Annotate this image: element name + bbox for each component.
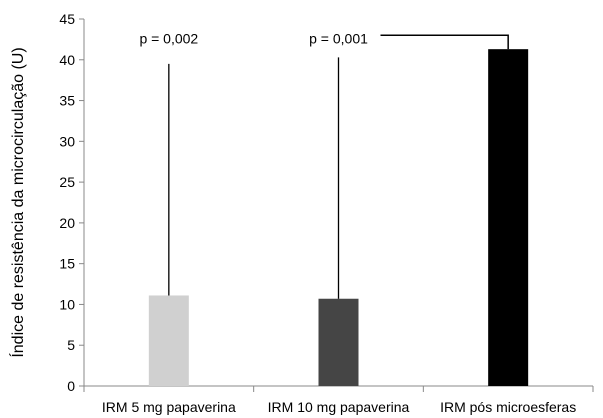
y-axis-label: Índice de resistência da microcirculação…: [8, 47, 27, 357]
error-bars: [168, 57, 340, 299]
y-tick-label: 5: [67, 337, 75, 353]
y-tick-label: 35: [59, 93, 75, 109]
significance-bracket-line: [380, 34, 509, 50]
y-tick-label: 45: [59, 11, 75, 27]
y-axis-ticks: 0 5 10 15 20 25 30 35 40 45: [59, 11, 84, 394]
annotations: p = 0,002 p = 0,001: [139, 30, 368, 46]
bars: [148, 49, 529, 386]
bar: [488, 49, 529, 386]
y-tick-label: 30: [59, 133, 75, 149]
x-tick-label: IRM pós microesferas: [440, 399, 576, 415]
p-value-label: p = 0,001: [309, 30, 368, 46]
y-tick-label: 40: [59, 52, 75, 68]
bar: [148, 295, 189, 386]
x-tick-label: IRM 10 mg papaverina: [268, 399, 410, 415]
x-tick-label: IRM 5 mg papaverina: [102, 399, 236, 415]
significance-bracket: [380, 34, 509, 50]
p-value-label: p = 0,002: [139, 30, 198, 46]
bar: [318, 298, 359, 386]
y-tick-label: 15: [59, 256, 75, 272]
y-tick-label: 0: [67, 378, 75, 394]
y-tick-label: 10: [59, 296, 75, 312]
y-tick-label: 25: [59, 174, 75, 190]
x-axis-ticks: IRM 5 mg papaverina IRM 10 mg papaverina I…: [83, 386, 594, 415]
y-tick-label: 20: [59, 215, 75, 231]
